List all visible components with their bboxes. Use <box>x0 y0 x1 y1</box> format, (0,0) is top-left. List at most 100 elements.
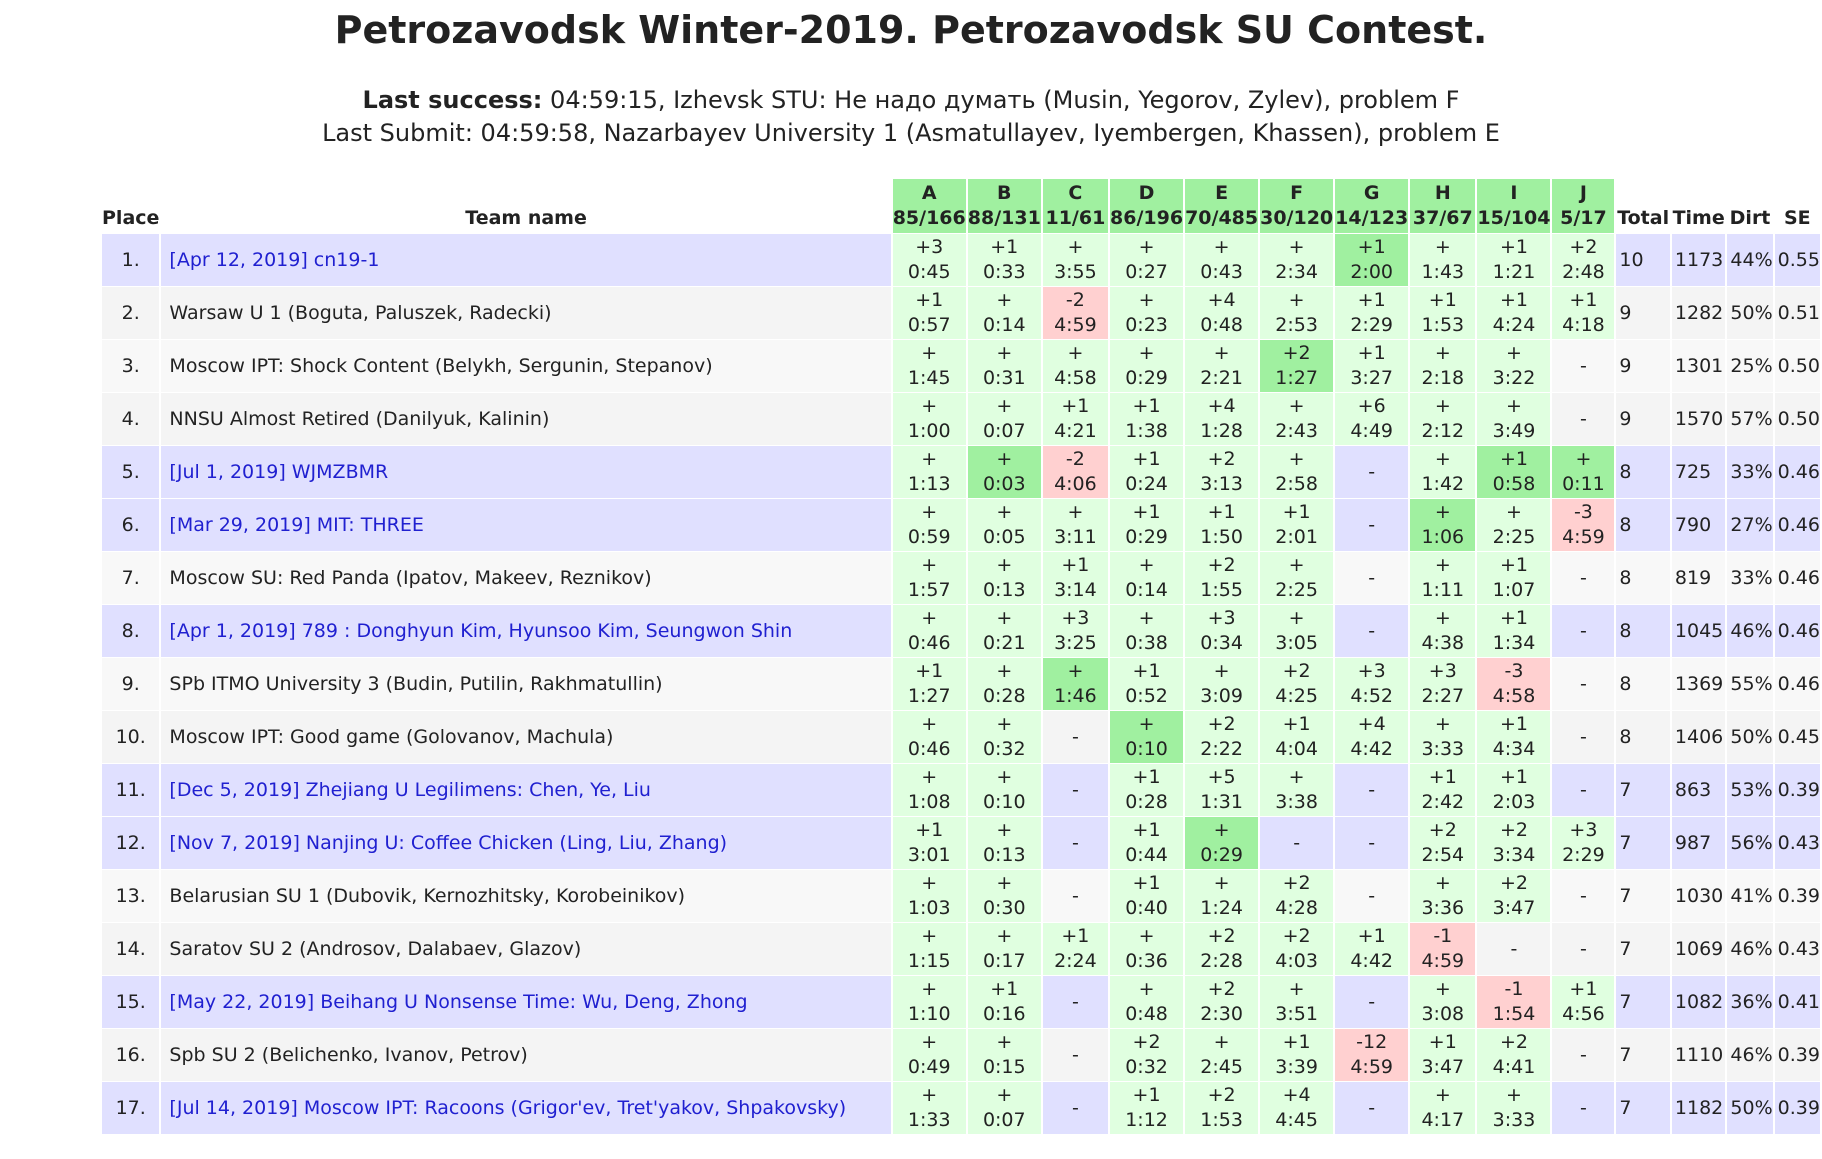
dirt: 44% <box>1730 249 1773 271</box>
total: 8 <box>1619 461 1632 483</box>
solve-time: 1:53 <box>1200 1109 1243 1131</box>
problem-letter: H <box>1434 182 1451 204</box>
problem-cell: +0:49 <box>892 1029 966 1081</box>
team-cell: [Mar 29, 2019] MIT: THREE <box>161 499 890 551</box>
attempts: +1 <box>1282 1031 1311 1053</box>
solve-time: 1:27 <box>1275 367 1318 389</box>
team-link[interactable]: [Apr 12, 2019] cn19-1 <box>169 249 380 271</box>
problem-header: J 5/17 <box>1552 179 1615 233</box>
problem-stats: 88/131 <box>967 207 1041 229</box>
attempts: +1 <box>1357 289 1386 311</box>
solve-time: 4:42 <box>1350 950 1394 972</box>
se: 0.43 <box>1777 832 1820 854</box>
attempts: -1 <box>1433 925 1453 947</box>
attempts: +1 <box>1061 925 1090 947</box>
attempts: +2 <box>1499 819 1528 841</box>
problem-cell: - <box>1043 817 1108 869</box>
total-header: Total <box>1617 207 1670 229</box>
problem-cell: +1 4:42 <box>1335 923 1409 975</box>
team-row: 10. Moscow IPT: Good game (Golovanov, Mac… <box>102 711 1820 763</box>
solve-time: 0:52 <box>1125 685 1168 707</box>
attempts: + <box>1138 236 1155 258</box>
problem-cell: +2 0:32 <box>1110 1029 1184 1081</box>
problem-cell: +1 2:29 <box>1335 287 1409 339</box>
team-link[interactable]: [Nov 7, 2019] Nanjing U: Coffee Chicken … <box>169 832 728 854</box>
attempts: - <box>1580 1043 1587 1066</box>
solve-time: 3:01 <box>907 844 951 866</box>
problem-letter: C <box>1068 182 1083 204</box>
problem-stats: 15/104 <box>1477 207 1551 229</box>
solve-time: 0:44 <box>1125 844 1168 866</box>
team-link[interactable]: [Jul 14, 2019] Moscow IPT: Racoons (Grig… <box>169 1097 847 1119</box>
team-row: 5. [Jul 1, 2019] WJMZBMR +1:13 +0:03 -2 4:06 +… <box>102 446 1820 498</box>
attempts: +2 <box>1282 925 1311 947</box>
attempts: + <box>996 501 1013 523</box>
problem-cell: +1 4:34 <box>1477 711 1551 763</box>
problem-cell: +1 3:47 <box>1410 1029 1476 1081</box>
solve-time: 2:00 <box>1350 261 1394 283</box>
team-link[interactable]: [Apr 1, 2019] 789 : Donghyun Kim, Hyunso… <box>169 620 793 642</box>
problem-cell: +1 1:27 <box>892 658 966 710</box>
total: 8 <box>1619 620 1632 642</box>
attempts: +1 <box>1499 289 1528 311</box>
solve-time: 0:28 <box>1125 791 1168 813</box>
attempts: + <box>1434 607 1451 629</box>
problem-cell: - <box>1335 499 1408 551</box>
problem-cell: +3:33 <box>1410 711 1476 763</box>
team-cell: [Jul 14, 2019] Moscow IPT: Racoons (Grig… <box>161 1082 890 1134</box>
attempts: +1 <box>1061 554 1090 576</box>
problem-cell: -3 4:59 <box>1552 499 1615 551</box>
attempts: - <box>1071 1096 1079 1119</box>
standings-table: Place Team name A 85/166 B 88/131 C 11/61 D 86/19… <box>100 178 1822 1135</box>
solve-time: 3:39 <box>1275 1056 1318 1078</box>
problem-cell: +2 4:41 <box>1477 1029 1551 1081</box>
problem-cell: +1:43 <box>1410 234 1476 286</box>
problem-cell: +1 1:53 <box>1410 287 1476 339</box>
se: 0.51 <box>1777 302 1820 324</box>
place: 12. <box>115 832 146 854</box>
team-link[interactable]: [Mar 29, 2019] MIT: THREE <box>169 514 424 536</box>
team-row: 1. [Apr 12, 2019] cn19-1 +3 0:45 +1 0:33 +3:55… <box>102 234 1820 286</box>
team-link[interactable]: [Dec 5, 2019] Zhejiang U Legilimens: Che… <box>169 779 651 801</box>
problem-cell: +0:21 <box>967 605 1041 657</box>
problem-stats: 70/485 <box>1185 207 1259 229</box>
time: 1045 <box>1674 620 1724 642</box>
attempts: + <box>1288 978 1305 1000</box>
problem-cell: -3 4:58 <box>1477 658 1551 710</box>
attempts: +2 <box>1207 978 1236 1000</box>
problem-cell: +1 0:57 <box>892 287 966 339</box>
problem-cell: +1:42 <box>1410 446 1476 498</box>
team-link[interactable]: [Jul 1, 2019] WJMZBMR <box>169 461 389 483</box>
problem-stats: 86/196 <box>1110 207 1184 229</box>
problem-cell: - <box>1335 870 1408 922</box>
problem-cell: +1 0:24 <box>1110 446 1184 498</box>
solve-time: 1:07 <box>1492 579 1536 601</box>
solve-time: 2:03 <box>1492 791 1536 813</box>
team-row: 12. [Nov 7, 2019] Nanjing U: Coffee Chick… <box>102 817 1820 869</box>
attempts: -3 <box>1573 501 1593 523</box>
attempts: +1 <box>1132 660 1161 682</box>
place: 16. <box>115 1044 146 1066</box>
solve-time: 3:38 <box>1275 791 1318 813</box>
team-cell: SPb ITMO University 3 (Budin, Putilin, R… <box>161 658 890 710</box>
attempts: - <box>1071 778 1079 801</box>
team-link[interactable]: [May 22, 2019] Beihang U Nonsense Time: … <box>169 991 748 1013</box>
attempts: + <box>1434 501 1451 523</box>
team-row: 15. [May 22, 2019] Beihang U Nonsense Tim… <box>102 976 1820 1028</box>
problem-cell: - <box>1335 764 1408 816</box>
solve-time: 4:17 <box>1421 1109 1465 1131</box>
attempts: +1 <box>1207 501 1236 523</box>
solve-time: 0:23 <box>1125 314 1168 336</box>
attempts: - <box>1580 619 1587 642</box>
attempts: - <box>1071 725 1079 748</box>
solve-time: 4:21 <box>1054 420 1097 442</box>
attempts: - <box>1368 990 1376 1013</box>
time: 1570 <box>1674 408 1724 430</box>
problem-cell: +3:08 <box>1410 976 1476 1028</box>
problem-cell: - <box>1335 1082 1408 1134</box>
problem-cell: +3 4:52 <box>1335 658 1409 710</box>
attempts: + <box>1138 554 1155 576</box>
team-cell: Moscow SU: Red Panda (Ipatov, Makeev, Re… <box>161 552 890 604</box>
team-row: 7. Moscow SU: Red Panda (Ipatov, Makeev, … <box>102 552 1820 604</box>
problem-cell: - <box>1043 1029 1108 1081</box>
